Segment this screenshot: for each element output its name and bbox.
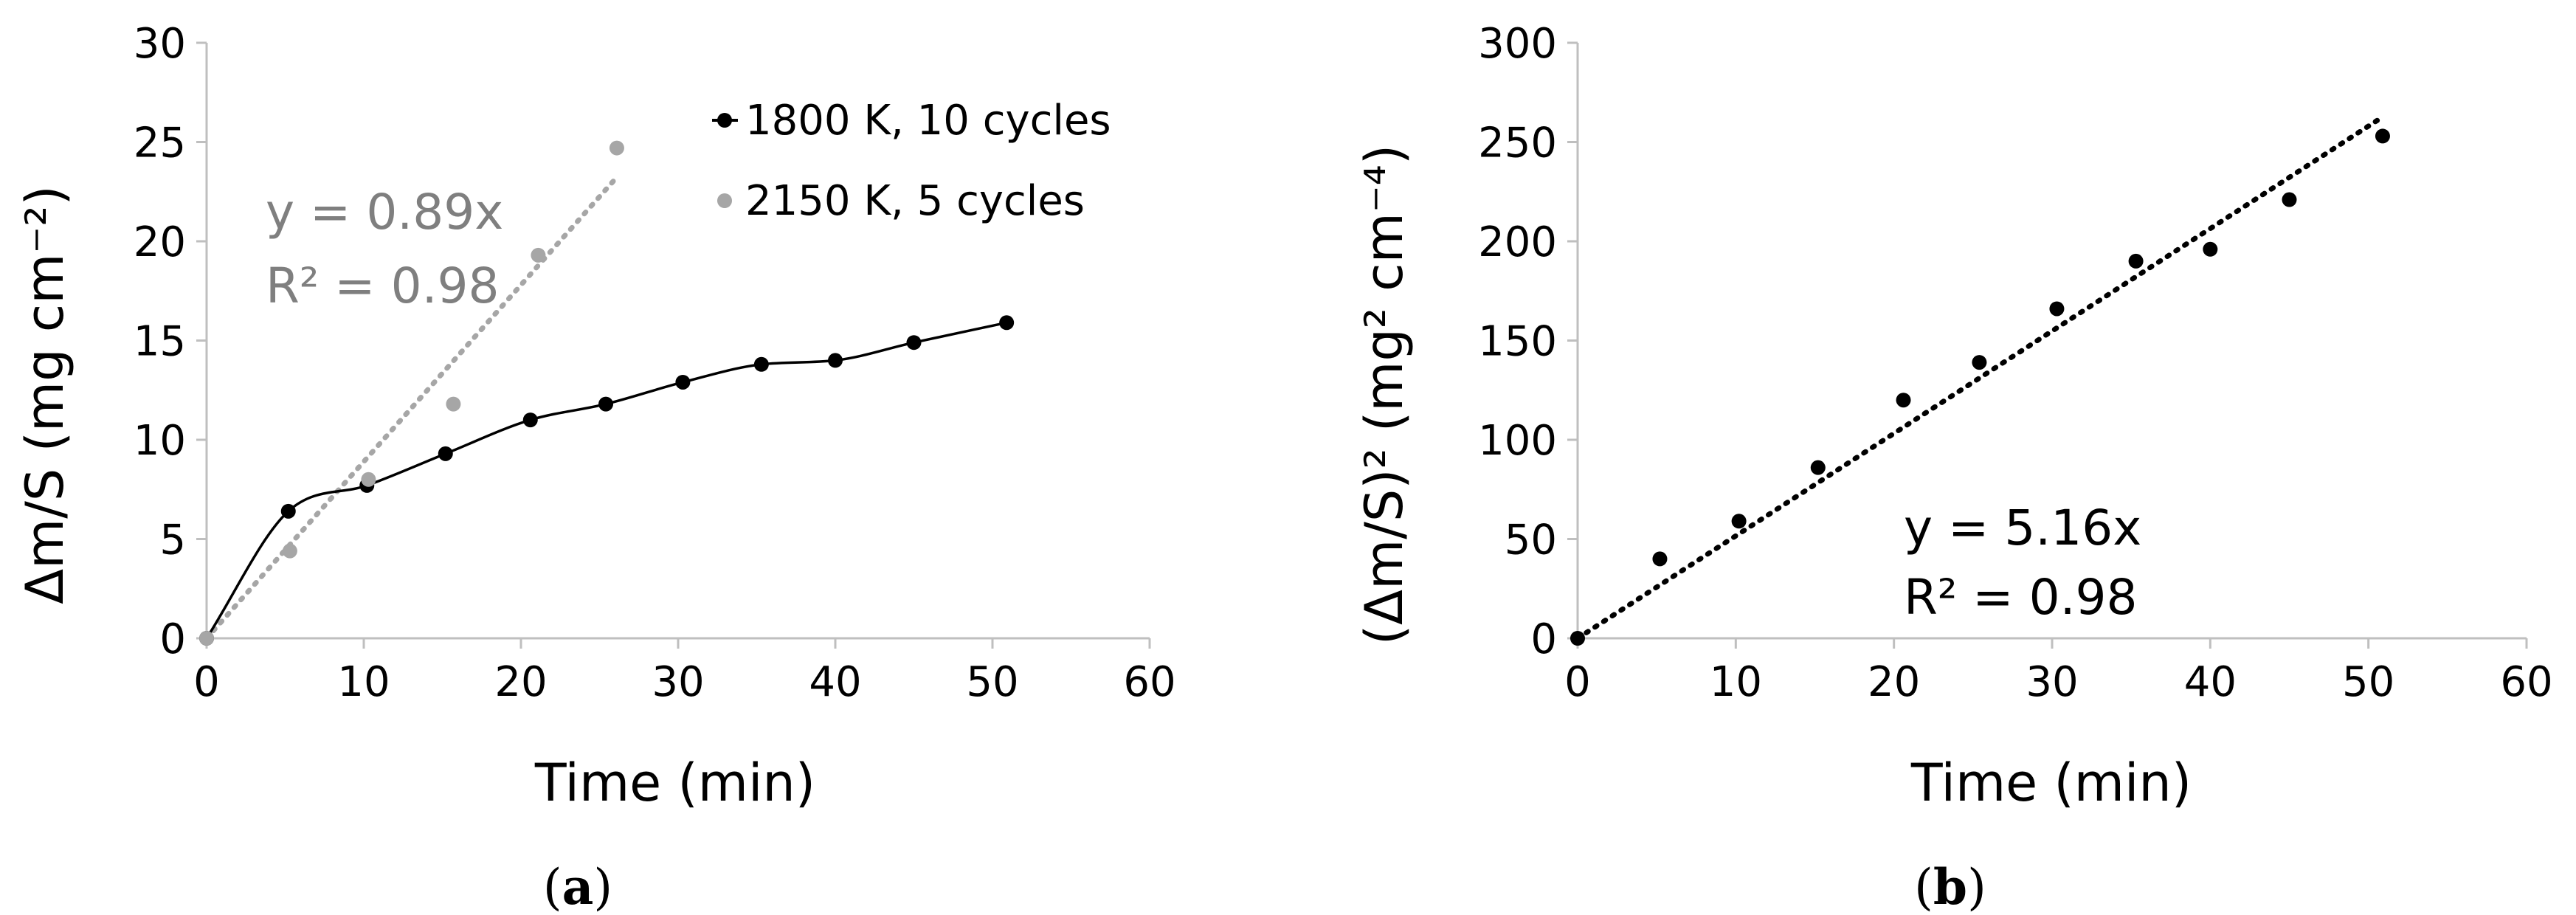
chart-b-trendline: [1575, 114, 2386, 641]
chart-b-series-0-point: [1731, 514, 1747, 529]
legend-label-2150k: 2150 K, 5 cycles: [745, 177, 1085, 225]
chart-b-x-tick-label: 60: [2500, 658, 2552, 706]
chart-a-series-0-line: [205, 321, 1007, 639]
chart-b-series-0-point: [1570, 631, 1585, 646]
chart-a-series-0-point: [753, 356, 769, 372]
chart-a-x-tick-label: 30: [652, 658, 704, 706]
chart-b-y-tick-label: 0: [1530, 615, 1557, 663]
chart-panel-b: 0 10 20 30 40 50 60 0 50 100 150 200 250 300 Time (mi…: [1354, 20, 2553, 915]
chart-a-series-1-point: [282, 543, 297, 559]
chart-a-series-0-point: [280, 503, 296, 519]
legend-marker-1800k: [717, 113, 732, 128]
chart-b-series-0-point: [2282, 192, 2297, 207]
legend-label-1800k: 1800 K, 10 cycles: [745, 97, 1111, 145]
chart-a-trendline: [204, 174, 620, 641]
chart-b-x-tick-label: 50: [2342, 658, 2394, 706]
chart-panel-a: 0 10 20 30 40 50 60 0 5 10 15 20 25 30 Time (min) Δm/…: [15, 20, 1176, 915]
chart-b-y-tick-label: 300: [1478, 20, 1557, 68]
chart-b-x-tick-label: 0: [1564, 658, 1591, 706]
chart-a-y-tick-label: 15: [134, 318, 186, 366]
chart-a-y-tick-label: 25: [134, 120, 186, 168]
chart-a-y-tick-label: 20: [134, 218, 186, 266]
chart-b-series-0-point: [1652, 551, 1668, 567]
chart-b-x-tick-label: 10: [1710, 658, 1762, 706]
chart-a-x-tick-label: 50: [966, 658, 1018, 706]
chart-a-trendline-equation: y = 0.89x: [266, 184, 503, 241]
chart-b-trendline-r2: R² = 0.98: [1904, 569, 2138, 626]
chart-a-legend: 1800 K, 10 cycles 2150 K, 5 cycles: [712, 97, 1111, 225]
chart-a-series-0-point: [522, 412, 538, 428]
chart-a-series-0-point: [438, 446, 453, 461]
chart-a-x-tick-label: 60: [1123, 658, 1175, 706]
chart-b-x-tick-label: 20: [1868, 658, 1920, 706]
chart-a-series-1-point: [199, 631, 214, 646]
chart-a-plot-area: 0 10 20 30 40 50 60 0 5 10 15 20 25 30: [134, 20, 1176, 706]
chart-b-x-tick-label: 40: [2184, 658, 2237, 706]
chart-b-x-tick-label: 30: [2026, 658, 2078, 706]
chart-a-y-axis-title: Δm/S (mg cm⁻²): [15, 185, 75, 604]
chart-a-series-1-point: [531, 247, 546, 263]
chart-a-series-0-point: [828, 353, 843, 368]
chart-a-x-tick-label: 40: [809, 658, 861, 706]
chart-b-y-tick-label: 50: [1505, 517, 1557, 564]
chart-a-series-0-point: [999, 315, 1015, 331]
chart-a-series-0-point: [906, 335, 922, 351]
chart-a-x-tick-label: 10: [337, 658, 390, 706]
chart-a-series-1-point: [609, 140, 624, 156]
chart-b-y-tick-label: 200: [1478, 218, 1557, 266]
chart-a-x-axis-title: Time (min): [534, 753, 815, 813]
chart-b-series-0-point: [2128, 253, 2144, 269]
chart-a-x-tick-label: 0: [193, 658, 220, 706]
chart-b-series-0-point: [1810, 460, 1826, 475]
chart-b-y-tick-label: 150: [1478, 318, 1557, 366]
panel-label-a: (a): [543, 858, 612, 915]
chart-a-x-tick-label: 20: [494, 658, 547, 706]
chart-a-series-0-point: [675, 374, 691, 390]
chart-b-series-0-point: [2203, 241, 2218, 257]
panel-label-b: (b): [1914, 858, 1986, 915]
chart-b-series-0-point: [2049, 301, 2065, 317]
chart-b-y-tick-label: 250: [1478, 120, 1557, 168]
chart-b-x-axis-title: Time (min): [1910, 753, 2192, 813]
chart-a-y-tick-label: 0: [159, 615, 186, 663]
chart-b-trendline-equation: y = 5.16x: [1904, 500, 2141, 556]
chart-a-series-1-point: [361, 472, 376, 487]
chart-b-series-0-point: [1972, 355, 1987, 370]
chart-b-y-axis-title: (Δm/S)² (mg² cm⁻⁴): [1354, 145, 1415, 645]
chart-a-y-tick-label: 10: [134, 417, 186, 465]
chart-a-trendline-r2: R² = 0.98: [266, 258, 500, 314]
chart-b-series-0-point: [1896, 393, 1911, 408]
chart-a-y-tick-label: 5: [159, 517, 186, 564]
chart-b-y-tick-label: 100: [1478, 417, 1557, 465]
legend-marker-2150k: [717, 193, 732, 208]
chart-a-y-tick-label: 30: [134, 20, 186, 68]
chart-b-plot-area: 0 10 20 30 40 50 60 0 50 100 150 200 250 300: [1478, 20, 2553, 706]
chart-a-series-0-point: [598, 396, 614, 412]
chart-b-series-0-point: [2375, 128, 2390, 144]
chart-a-series-1-point: [446, 396, 461, 412]
